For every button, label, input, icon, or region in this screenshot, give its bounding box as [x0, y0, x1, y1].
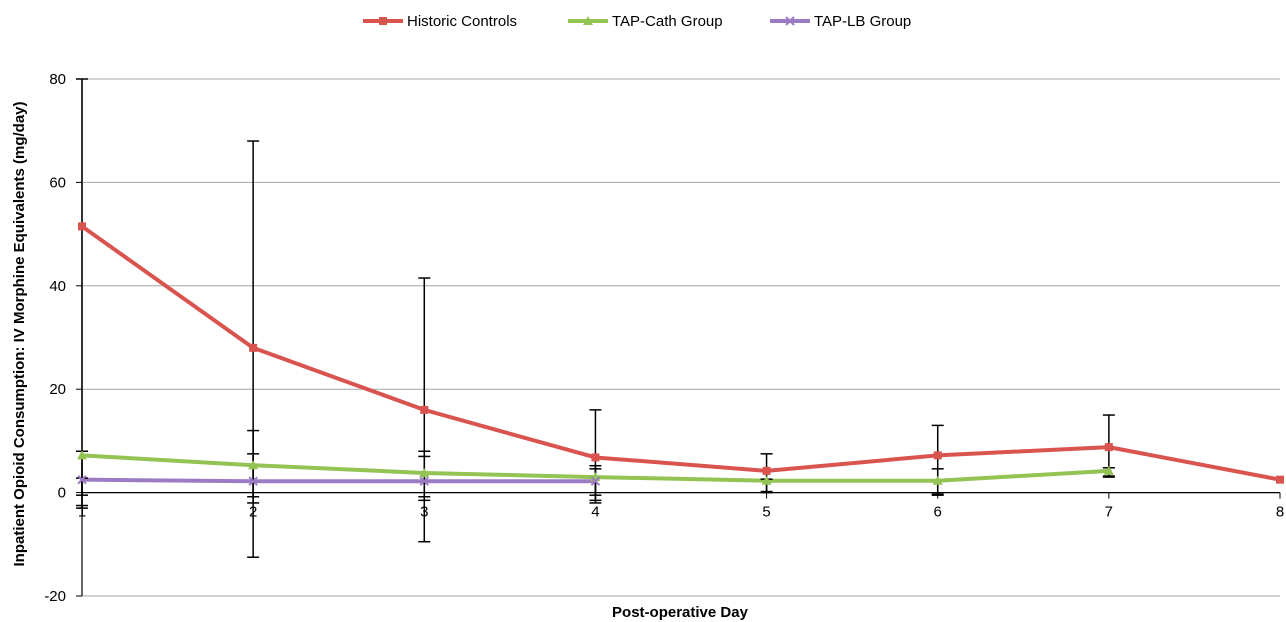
x-tick-label: 4 [591, 504, 599, 521]
historic-controls-point [591, 453, 600, 462]
tap-lb-group-point [419, 476, 429, 486]
legend: Historic Controls TAP-Cath Group TAP-LB Gr… [363, 13, 911, 30]
legend-label: TAP-Cath Group [612, 13, 723, 30]
historic-controls-point [249, 343, 258, 352]
tap-lb-group-line [80, 477, 598, 484]
y-axis-title: Inpatient Opioid Consumption: IV Morphin… [11, 101, 28, 566]
legend-item-tap-lb-group: TAP-LB Group [770, 13, 911, 30]
historic-controls-point [78, 222, 86, 231]
tap-lb-group-point [77, 474, 87, 485]
series-lines [80, 224, 1282, 484]
x-tick-label: 1 [78, 504, 86, 521]
y-tick-label: 20 [49, 381, 66, 398]
legend-item-historic-controls: Historic Controls [363, 13, 517, 30]
historic-controls-point [1276, 475, 1284, 484]
gridlines [82, 78, 1280, 597]
tap-cath-group-point [77, 450, 87, 460]
legend-label: Historic Controls [407, 13, 517, 30]
tap-cath-group-point [419, 467, 430, 477]
y-tick-label: 80 [49, 71, 66, 88]
y-tick-label: -20 [44, 588, 66, 605]
y-tick-label: 40 [49, 278, 66, 295]
historic-controls-point [933, 451, 942, 460]
historic-controls-line [80, 224, 1282, 482]
tap-cath-group-point [248, 460, 259, 470]
tap-cath-group-point [932, 475, 943, 485]
historic-controls-error-bar [76, 78, 88, 507]
x-tick-label: 8 [1276, 504, 1284, 521]
tap-lb-group-error-bar [589, 464, 602, 502]
y-axis-ticks: -20 0 20 40 60 80 [44, 71, 82, 605]
x-tick-label: 5 [762, 504, 770, 521]
legend-marker [785, 16, 795, 26]
legend-marker [379, 17, 387, 25]
x-axis-title: Post-operative Day [612, 604, 749, 621]
historic-controls-point [762, 466, 771, 475]
legend-label: TAP-LB Group [814, 13, 911, 30]
x-tick-label: 7 [1105, 504, 1113, 521]
x-tick-label: 6 [934, 504, 942, 521]
y-tick-label: 0 [58, 485, 66, 502]
tap-cath-group-point [1103, 465, 1114, 475]
historic-controls-point [1104, 443, 1113, 452]
tap-lb-group-point [248, 476, 258, 486]
legend-marker [583, 16, 593, 25]
tap-cath-group-point [761, 475, 772, 485]
historic-controls-point [420, 405, 429, 414]
y-tick-label: 60 [49, 174, 66, 191]
legend-item-tap-cath-group: TAP-Cath Group [568, 13, 723, 30]
error-bars [76, 78, 1115, 558]
data-markers [77, 222, 1284, 486]
tap-lb-group-point [590, 476, 601, 486]
